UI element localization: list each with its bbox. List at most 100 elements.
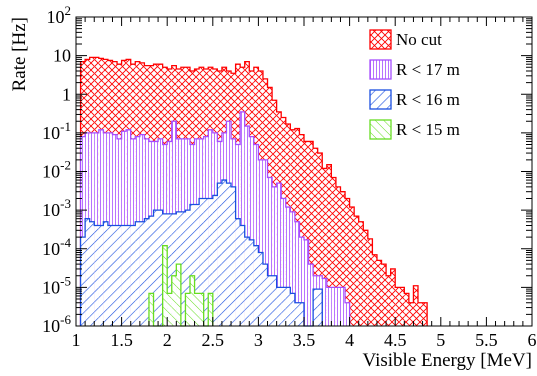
y-tick-label: 10-4 — [42, 235, 71, 259]
bar-r-17-m — [304, 239, 309, 326]
bar-r-17-m — [249, 136, 254, 326]
y-tick-label: 1 — [62, 84, 71, 104]
bar-no-cut — [340, 191, 346, 326]
bar-no-cut — [354, 216, 359, 326]
bar-r-17-m — [253, 144, 259, 326]
bar-no-cut — [331, 177, 336, 326]
bar-no-cut — [381, 264, 387, 326]
legend-swatch — [369, 59, 392, 80]
y-tick-label: 10-1 — [42, 119, 71, 143]
outline-no-cut — [79, 56, 428, 326]
bar-r-17-m — [285, 207, 291, 326]
bar-r-16-m — [148, 216, 154, 326]
bar-r-16-m — [103, 221, 108, 326]
bar-r-16-m — [285, 287, 291, 327]
bar-no-cut — [372, 254, 377, 326]
legend-label: No cut — [396, 30, 442, 49]
y-tick-label: 10-2 — [42, 158, 71, 182]
bar-no-cut — [299, 134, 304, 326]
bar-r-16-m — [240, 225, 245, 326]
bar-r-16-m — [153, 210, 159, 327]
bar-r-15-m — [162, 245, 168, 326]
bar-r-16-m — [89, 221, 95, 326]
bar-r-16-m — [167, 213, 172, 326]
legend-item: R < 15 m — [369, 119, 460, 140]
bar-r-16-m — [171, 213, 177, 326]
bar-r-16-m — [144, 218, 149, 326]
bar-no-cut — [313, 148, 318, 326]
bar-r-16-m — [221, 180, 227, 326]
legend-swatch — [369, 29, 392, 50]
bar-r-16-m — [98, 225, 104, 326]
bar-r-16-m — [112, 225, 118, 326]
bar-r-16-m — [185, 210, 190, 327]
y-axis: 10-6 10-5 10-4 10-3 10-2 10-1 1 10 102 — [42, 3, 532, 336]
x-tick-label: 3 — [254, 330, 263, 350]
y-tick-label: 10-3 — [42, 196, 71, 220]
bar-r-15-m — [171, 275, 177, 326]
bar-no-cut — [399, 287, 405, 327]
bar-r-15-m — [185, 293, 190, 326]
bar-r-16-m — [313, 289, 318, 326]
y-tick-label: 102 — [47, 3, 72, 27]
bar-r-16-m — [281, 287, 286, 327]
bar-r-16-m — [299, 302, 304, 326]
bar-r-16-m — [130, 225, 136, 326]
bar-r-15-m — [190, 275, 195, 326]
bar-r-17-m — [262, 159, 268, 326]
x-tick-label: 2.5 — [202, 330, 225, 350]
bar-r-16-m — [190, 204, 195, 326]
bar-r-16-m — [249, 239, 254, 326]
bar-r-16-m — [235, 218, 241, 326]
bar-r-16-m — [272, 275, 277, 326]
bar-no-cut — [404, 293, 409, 326]
bar-no-cut — [345, 198, 350, 326]
bar-r-16-m — [85, 218, 90, 326]
bar-r-16-m — [208, 198, 213, 326]
bar-r-16-m — [217, 183, 222, 326]
bar-r-15-m — [176, 264, 181, 326]
bar-r-16-m — [212, 195, 218, 326]
bar-r-17-m — [322, 278, 327, 326]
y-tick-label: 10 — [53, 46, 71, 66]
bar-no-cut — [304, 141, 309, 326]
bar-r-17-m — [331, 287, 336, 327]
bar-no-cut — [408, 302, 414, 326]
bar-r-16-m — [117, 225, 122, 326]
x-tick-label: 5.5 — [475, 330, 498, 350]
bar-r-16-m — [231, 186, 236, 326]
outline-r-17-m — [79, 111, 351, 326]
histogram-bars — [79, 56, 428, 327]
bar-no-cut — [349, 207, 355, 326]
bar-r-17-m — [294, 221, 300, 326]
legend: No cut R < 17 m R < 16 m R < 15 m — [369, 29, 460, 140]
bar-r-17-m — [308, 264, 314, 326]
bar-r-16-m — [139, 221, 145, 326]
bar-no-cut — [386, 275, 391, 326]
x-axis-title: Visible Energy [MeV] — [363, 350, 532, 371]
bar-r-16-m — [317, 289, 323, 326]
x-tick-label: 1 — [72, 330, 81, 350]
bar-no-cut — [335, 186, 341, 326]
bar-r-16-m — [126, 225, 131, 326]
bar-r-17-m — [244, 126, 250, 326]
bar-r-15-m — [199, 293, 204, 326]
legend-item: No cut — [369, 29, 442, 50]
bar-r-17-m — [267, 177, 273, 326]
legend-item: R < 16 m — [369, 89, 460, 110]
bar-no-cut — [326, 164, 332, 326]
bar-no-cut — [358, 221, 364, 326]
bar-r-16-m — [158, 210, 163, 327]
bar-r-17-m — [80, 136, 86, 326]
bar-r-16-m — [262, 264, 268, 326]
bar-r-16-m — [135, 221, 140, 326]
bar-no-cut — [390, 268, 396, 326]
bar-r-17-m — [258, 159, 263, 326]
bar-r-16-m — [199, 198, 204, 326]
bar-no-cut — [422, 302, 428, 326]
bar-r-16-m — [194, 204, 200, 326]
bar-r-15-m — [194, 293, 200, 326]
bar-r-16-m — [267, 275, 273, 326]
bar-r-17-m — [272, 186, 277, 326]
bar-no-cut — [322, 168, 327, 326]
